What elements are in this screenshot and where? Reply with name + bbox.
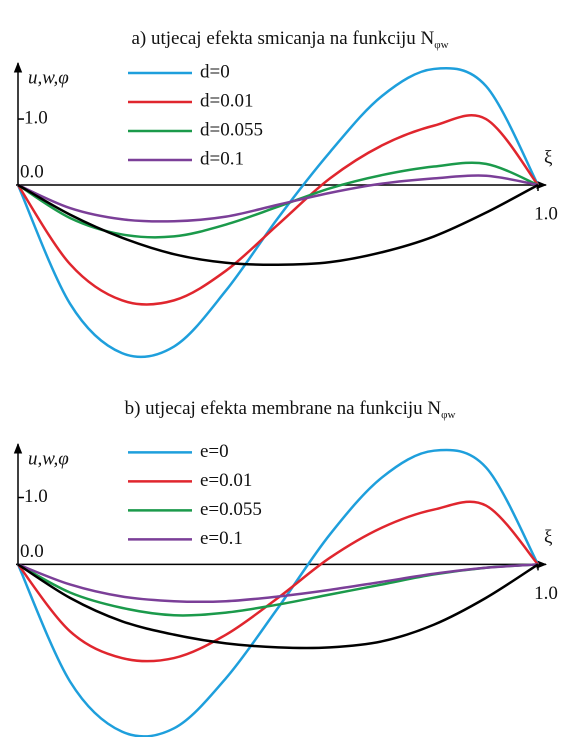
series-line	[17, 183, 539, 267]
title-subscript: φw	[441, 409, 455, 421]
legend-label: e=0.055	[200, 499, 262, 520]
y-axis-label: u,w,φ	[28, 448, 69, 469]
legend-label: d=0.1	[200, 148, 244, 169]
legend-label: e=0.01	[200, 470, 252, 491]
title-text: a) utjecaj efekta smicanja na funkciju N	[131, 28, 434, 49]
series-line	[16, 66, 540, 359]
series-line	[16, 448, 540, 737]
legend-label: e=0	[200, 441, 229, 462]
series-line	[17, 563, 539, 650]
chart: b) utjecaj efekta membrane na funkciju N…	[13, 398, 558, 737]
chart-title: a) utjecaj efekta smicanja na funkciju N…	[131, 28, 448, 50]
legend-label: e=0.1	[200, 528, 243, 549]
title-text: b) utjecaj efekta membrane na funkciju N	[125, 398, 442, 419]
x-axis-label: ξ	[544, 527, 553, 548]
title-subscript: φw	[434, 39, 448, 51]
x-tick-label: 1.0	[534, 583, 558, 604]
y-tick-label: 0.0	[20, 161, 44, 182]
legend-label: d=0	[200, 61, 230, 82]
y-tick-label: 1.0	[24, 486, 48, 507]
x-axis-label: ξ	[544, 147, 553, 168]
series-line	[17, 563, 539, 604]
y-tick-label: 0.0	[20, 541, 44, 562]
y-axis-label: u,w,φ	[28, 67, 69, 88]
legend-label: d=0.01	[200, 90, 253, 111]
series-line	[17, 500, 539, 663]
series-line	[17, 174, 539, 223]
legend-label: d=0.055	[200, 119, 263, 140]
x-tick-label: 1.0	[534, 203, 558, 224]
series-line	[16, 114, 539, 306]
y-tick-label: 1.0	[24, 107, 48, 128]
chart-title: b) utjecaj efekta membrane na funkciju N…	[125, 398, 456, 420]
chart: a) utjecaj efekta smicanja na funkciju N…	[13, 28, 558, 359]
